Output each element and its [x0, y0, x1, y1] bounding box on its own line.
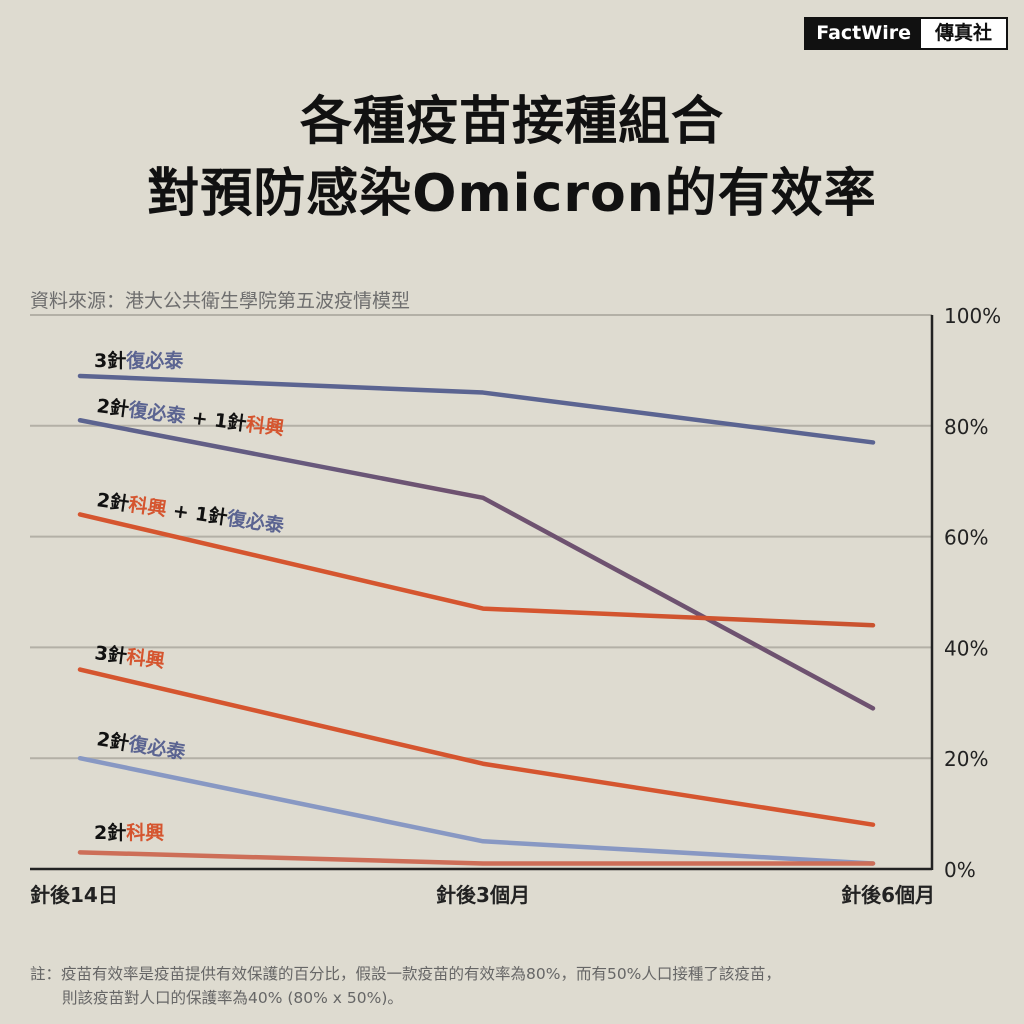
- series-label: 2針復必泰 + 1針科興: [95, 394, 285, 440]
- x-tick-label: 針後6個月: [841, 883, 935, 907]
- chart-title-line-1: 各種疫苗接種組合: [299, 92, 724, 152]
- footnote-line-1: 註：疫苗有效率是疫苗提供有效保護的百分比，假設一款疫苗的有效率為80%，而有50…: [30, 965, 781, 983]
- series-line: [77, 512, 876, 628]
- chart-title-line-2: 對預防感染Omicron的有效率: [147, 164, 877, 224]
- y-tick-label: 20%: [944, 747, 988, 771]
- x-tick-label: 針後3個月: [436, 883, 530, 907]
- brand-name-zh: 傳真社: [920, 19, 1006, 48]
- series-label: 3針復必泰: [94, 349, 184, 372]
- brand-logo: FactWire 傳真社: [804, 17, 1008, 50]
- series-label: 3針科興: [93, 641, 166, 672]
- data-source: 資料來源：港大公共衛生學院第五波疫情模型: [30, 290, 411, 312]
- footnote-line-2: 則該疫苗對人口的保護率為40% (80% x 50%)。: [62, 989, 403, 1007]
- y-tick-label: 0%: [944, 858, 976, 882]
- series-label: 2針科興 + 1針復必泰: [95, 488, 286, 537]
- x-tick-label: 針後14日: [30, 883, 118, 907]
- y-tick-label: 60%: [944, 526, 988, 550]
- y-tick-label: 100%: [944, 304, 1001, 328]
- series-line: [77, 850, 876, 866]
- brand-name-en: FactWire: [806, 19, 921, 48]
- series-line: [77, 667, 876, 827]
- footnote: 註：疫苗有效率是疫苗提供有效保護的百分比，假設一款疫苗的有效率為80%，而有50…: [30, 962, 990, 1010]
- series-label: 2針科興: [94, 821, 164, 844]
- series-line: [77, 373, 876, 445]
- y-tick-label: 80%: [944, 415, 988, 439]
- series-line: [77, 418, 876, 711]
- chart-title: 各種疫苗接種組合 對預防感染Omicron的有效率: [0, 86, 1024, 230]
- y-tick-label: 40%: [944, 636, 988, 660]
- series-line: [77, 755, 876, 866]
